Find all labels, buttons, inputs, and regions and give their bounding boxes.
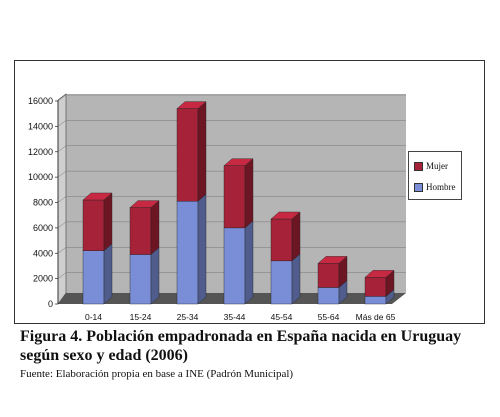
bar-mujer-top [364,270,395,278]
legend-swatch-hombre [414,182,423,192]
bars [82,101,395,305]
bar-mujer-front [364,277,387,297]
grid-line-side [57,94,67,102]
bar-mujer-top [223,158,254,166]
bar-hombre-front [364,296,387,305]
bar-mujer-front [317,263,340,288]
bar-mujer-top [82,192,113,201]
x-tick-label: Más de 65 [356,312,396,322]
figure-source: Fuente: Elaboración propia en base a INE… [20,368,294,380]
legend-item-hombre: Hombre [414,181,456,193]
y-tick-labels: 0 2000 4000 6000 8000 10000 12000 14000 16000 [28,96,58,309]
bar-hombre-side [103,243,113,305]
grid-line-side [57,247,67,254]
bar-mujer-side [197,101,207,202]
bar-mujer-side [150,200,160,255]
bar-hombre-front [176,201,199,305]
bar-hombre-front [82,250,105,305]
legend-swatch-mujer [414,161,423,171]
bar-mujer-front [223,165,246,229]
bar-mujer-top [176,101,207,109]
bar-mujer-front [270,218,293,262]
y-tick-label: 6000 [33,223,53,233]
bar-hombre-front [129,254,152,305]
grid-line-side [57,170,67,178]
bar-mujer-top [317,256,348,264]
y-tick-label: 14000 [28,121,53,131]
x-tick-label: 25-34 [177,312,199,322]
bar-mujer-side [291,211,301,262]
y-tick-label: 8000 [33,198,53,208]
legend-item-mujer: Mujer [414,160,448,172]
bar-mujer-side [103,192,113,252]
y-tick-label: 4000 [33,248,53,258]
bar-hombre-side [150,247,160,305]
bar-mujer-top [129,200,160,208]
bar-hombre-front [317,287,340,305]
bar-mujer-side [244,158,254,229]
x-tick-labels: 0-14 15-24 25-34 35-44 45-54 55-64 Más de 65 [85,312,396,322]
legend-label-hombre: Hombre [426,182,456,192]
grid-line-side [57,221,67,229]
y-tick-label: 0 [48,299,53,309]
x-tick-label: 15-24 [130,312,152,322]
x-tick-label: 35-44 [224,312,246,322]
legend: Mujer Hombre [408,151,462,200]
legend-label-mujer: Mujer [426,161,448,171]
x-tick-label: 0-14 [85,312,102,322]
bar-mujer-top [270,211,301,220]
bar-hombre-front [223,227,246,305]
y-tick-label: 10000 [28,172,53,182]
bar-mujer-front [129,207,152,255]
x-tick-label: 45-54 [271,312,293,322]
y-tick-label: 12000 [28,147,53,157]
x-tick-label: 55-64 [318,312,340,322]
figure-caption: Figura 4. Población empadronada en Españ… [20,328,462,364]
bar-hombre-side [197,193,207,305]
grid-line-side [57,272,67,279]
grid-line-side [57,145,67,152]
bar-hombre-side [291,253,301,305]
bar-hombre-side [244,220,254,305]
bar-mujer-front [176,108,199,202]
bar-mujer-front [82,199,105,251]
y-tick-label: 2000 [33,274,53,284]
grid-line-side [57,196,67,203]
y-tick-label: 16000 [28,96,53,106]
bar-hombre-front [270,260,293,305]
grid-line-side [57,120,67,127]
